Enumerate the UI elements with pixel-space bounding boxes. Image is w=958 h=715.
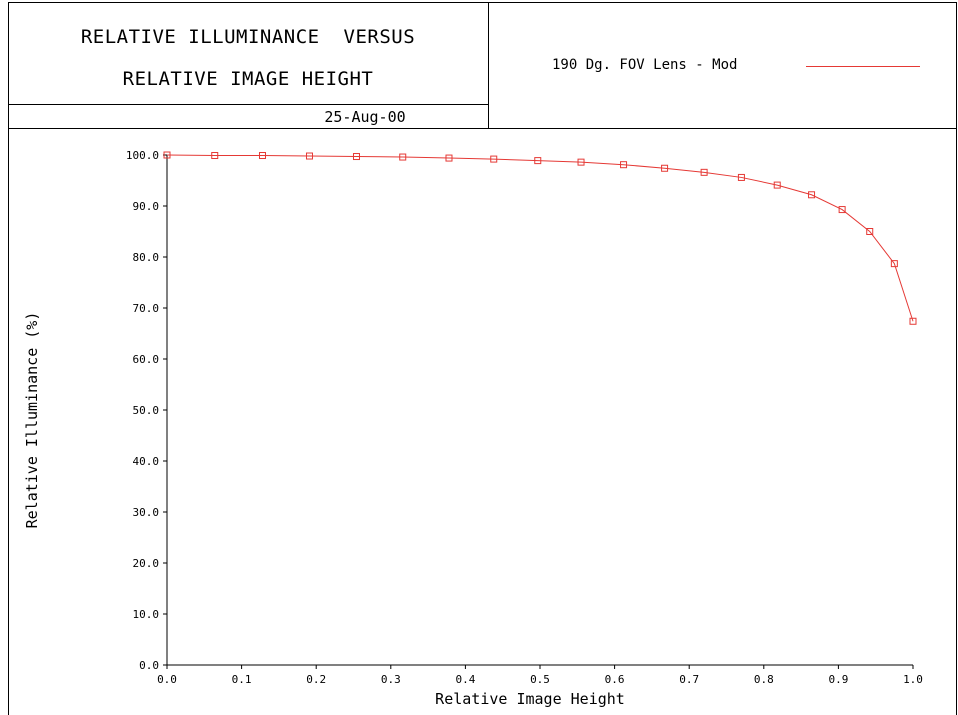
y-axis-label: Relative Illuminance (%)	[23, 312, 41, 529]
axes	[167, 155, 913, 665]
x-tick-label: 0.8	[754, 673, 774, 686]
x-tick-label: 0.3	[381, 673, 401, 686]
y-tick-label: 20.0	[133, 557, 160, 570]
y-tick-label: 80.0	[133, 251, 160, 264]
x-tick-label: 0.7	[679, 673, 699, 686]
x-tick-label: 1.0	[903, 673, 923, 686]
y-tick-label: 0.0	[139, 659, 159, 672]
x-tick-label: 0.2	[306, 673, 326, 686]
x-tick-label: 0.6	[605, 673, 625, 686]
x-tick-label: 0.5	[530, 673, 550, 686]
y-tick-label: 60.0	[133, 353, 160, 366]
y-tick-label: 90.0	[133, 200, 160, 213]
tick-group: 0.0 0.1 0.2 0.3 0.4 0.5 0.6 0.7 0.8 0.9 1.0 0.0 10.0…	[126, 149, 923, 686]
y-tick-label: 70.0	[133, 302, 160, 315]
y-tick-label: 100.0	[126, 149, 159, 162]
series-group	[164, 152, 916, 324]
x-tick-label: 0.4	[455, 673, 475, 686]
y-tick-label: 40.0	[133, 455, 160, 468]
y-tick-label: 30.0	[133, 506, 160, 519]
x-axis-label: Relative Image Height	[435, 690, 625, 708]
y-tick-label: 10.0	[133, 608, 160, 621]
series-line	[167, 155, 913, 321]
x-tick-label: 0.9	[828, 673, 848, 686]
y-tick-label: 50.0	[133, 404, 160, 417]
x-tick-label: 0.0	[157, 673, 177, 686]
x-tick-label: 0.1	[232, 673, 252, 686]
